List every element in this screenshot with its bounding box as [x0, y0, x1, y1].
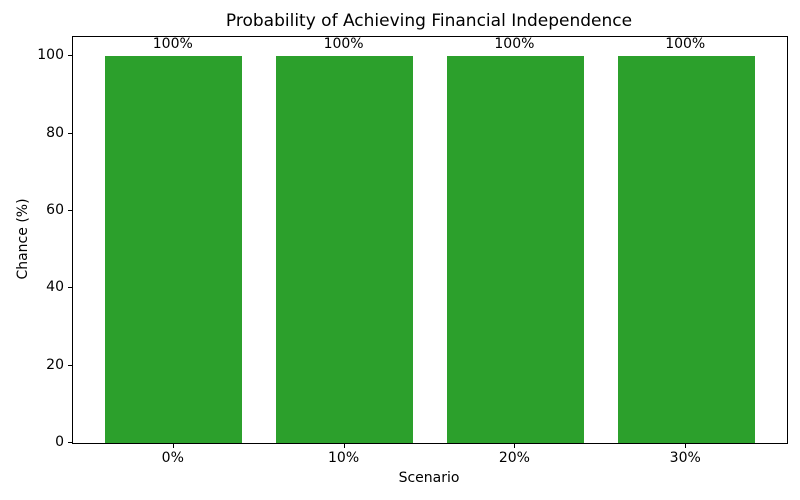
x-axis-label: Scenario [398, 470, 460, 486]
y-tick-mark [68, 55, 72, 57]
plot-area [72, 36, 788, 444]
y-tick-label: 40 [46, 279, 64, 296]
bar [105, 56, 243, 443]
y-tick-mark [68, 132, 72, 134]
x-tick-label: 20% [498, 450, 530, 466]
bar [617, 56, 755, 443]
bar [447, 56, 584, 443]
bar-value-label: 100% [323, 36, 364, 53]
bar-value-label: 100% [152, 36, 193, 53]
y-tick-mark [68, 364, 72, 366]
x-tick-label: 0% [161, 450, 184, 466]
y-tick-label: 60 [46, 202, 64, 218]
bar-value-label: 100% [494, 36, 535, 53]
x-tick-mark [685, 444, 687, 448]
y-tick-label: 80 [46, 124, 64, 141]
y-tick-label: 20 [46, 356, 64, 373]
y-tick-mark [68, 442, 72, 443]
chart-title: Probability of Achieving Financial Indep… [225, 11, 633, 31]
y-tick-label: 100 [37, 47, 64, 64]
bar [276, 56, 413, 443]
x-tick-label: 10% [328, 450, 360, 466]
x-tick-mark [514, 444, 516, 448]
x-tick-label: 30% [669, 450, 701, 466]
x-tick-mark [343, 444, 345, 448]
y-tick-mark [68, 210, 72, 211]
x-tick-mark [172, 444, 174, 448]
y-tick-mark [68, 287, 72, 289]
bar-value-label: 100% [665, 36, 706, 53]
y-tick-label: 0 [55, 434, 64, 450]
